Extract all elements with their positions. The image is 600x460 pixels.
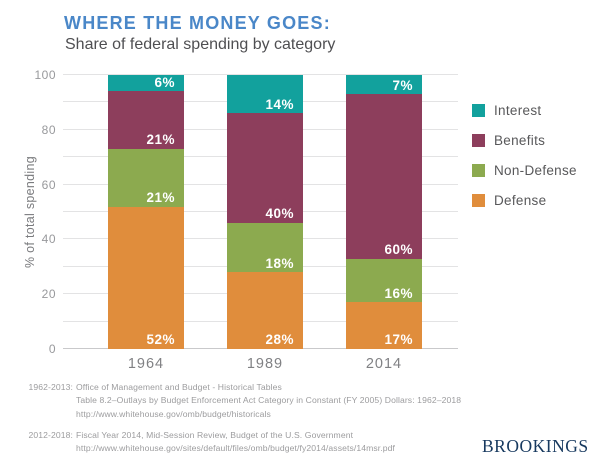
y-tick-100: 100 — [34, 68, 56, 82]
source-note-text: Office of Management and Budget - Histor… — [76, 381, 461, 421]
source-note-line: http://www.whitehouse.gov/sites/default/… — [76, 443, 395, 454]
segment-2014-defense: 17% — [346, 302, 422, 349]
gridline — [63, 74, 458, 75]
page-title: WHERE THE MONEY GOES: — [64, 13, 331, 33]
legend-item-non-defense: Non-Defense — [472, 163, 577, 178]
segment-1989-interest: 14% — [227, 75, 303, 114]
source-note-range: 2012-2018: — [28, 430, 73, 440]
legend-swatch-icon — [472, 164, 485, 177]
page-subtitle: Share of federal spending by category — [65, 36, 336, 53]
bar-1964: 6% 21% 21% 52% — [108, 75, 184, 349]
bar-1989: 14% 40% 18% 28% — [227, 75, 303, 349]
plot-area: 6% 21% 21% 52% 1964 14% 40% 18% 28% 1989 7% 60% 16% 1… — [63, 74, 458, 372]
segment-1964-defense: 52% — [108, 206, 184, 349]
legend-swatch-icon — [472, 134, 485, 147]
brookings-logo: BROOKINGS — [482, 436, 589, 456]
x-tick-1989: 1989 — [246, 356, 284, 372]
segment-1964-interest: 6% — [108, 74, 184, 92]
x-tick-1964: 1964 — [127, 356, 165, 372]
data-label: 52% — [146, 332, 175, 348]
segment-1989-non-defense: 18% — [227, 222, 303, 273]
data-label: 7% — [392, 77, 413, 93]
bar-2014: 7% 60% 16% 17% — [346, 75, 422, 349]
data-label: 40% — [265, 206, 294, 222]
data-label: 21% — [146, 132, 175, 148]
source-note-text: Fiscal Year 2014, Mid-Session Review, Bu… — [76, 429, 395, 456]
data-label: 6% — [154, 74, 175, 90]
y-tick-20: 20 — [41, 287, 56, 302]
source-note-line: http://www.whitehouse.gov/omb/budget/his… — [76, 408, 271, 419]
segment-1989-benefits: 40% — [227, 113, 303, 223]
legend-label: Interest — [494, 103, 542, 118]
legend-item-benefits: Benefits — [472, 133, 577, 148]
source-note-line: Office of Management and Budget - Histor… — [76, 382, 282, 392]
segment-1964-non-defense: 21% — [108, 148, 184, 207]
x-tick-2014: 2014 — [365, 356, 403, 372]
data-label: 17% — [384, 332, 413, 348]
legend-item-interest: Interest — [472, 103, 577, 118]
legend-label: Non-Defense — [494, 163, 577, 178]
segment-1964-benefits: 21% — [108, 91, 184, 149]
segment-2014-non-defense: 16% — [346, 258, 422, 303]
legend-item-defense: Defense — [472, 193, 577, 208]
legend-swatch-icon — [472, 194, 485, 207]
source-note-line: Table 8.2–Outlays by Budget Enforcement … — [76, 395, 462, 406]
segment-1989-defense: 28% — [227, 272, 303, 349]
legend-label: Benefits — [494, 133, 546, 148]
legend: Interest Benefits Non-Defense Defense — [472, 103, 577, 223]
y-tick-40: 40 — [41, 232, 56, 247]
segment-2014-benefits: 60% — [346, 94, 422, 259]
data-label: 21% — [146, 190, 175, 205]
y-tick-60: 60 — [41, 177, 56, 192]
source-note-line: Fiscal Year 2014, Mid-Session Review, Bu… — [76, 430, 354, 440]
segment-2014-interest: 7% — [346, 75, 422, 95]
data-label: 14% — [265, 96, 294, 112]
source-note-range: 1962-2013: — [28, 382, 73, 392]
data-label: 16% — [384, 285, 413, 301]
source-note-1: 1962-2013: Office of Management and Budge… — [0, 381, 462, 421]
y-tick-0: 0 — [48, 342, 56, 356]
y-tick-80: 80 — [41, 122, 56, 137]
data-label: 28% — [265, 332, 294, 348]
data-label: 18% — [265, 255, 294, 271]
y-axis-label: % of total spending — [23, 155, 37, 269]
legend-swatch-icon — [472, 104, 485, 117]
source-note-2: 2012-2018: Fiscal Year 2014, Mid-Session … — [0, 429, 395, 456]
data-label: 60% — [384, 242, 413, 258]
legend-label: Defense — [494, 193, 547, 208]
